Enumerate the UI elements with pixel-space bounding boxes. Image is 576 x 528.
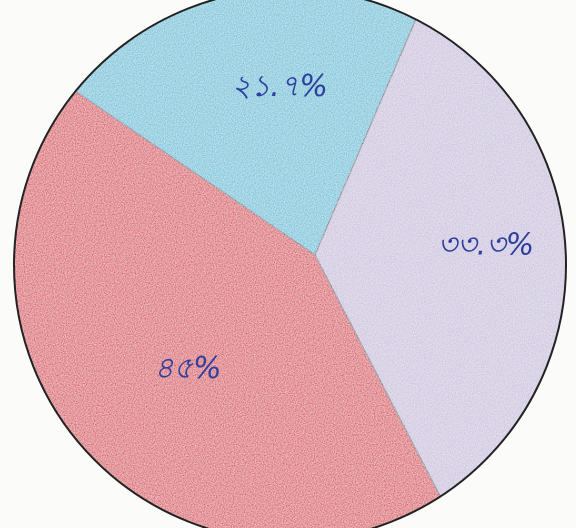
pie: ২১.৭% ৩৩.৩% ৪৫%	[13, 0, 567, 528]
slice-label: ২১.৭%	[231, 69, 328, 104]
pie-outline	[13, 0, 567, 528]
slice-label: ৪৫%	[154, 351, 221, 386]
slice-label: ৩৩.৩%	[438, 228, 535, 263]
